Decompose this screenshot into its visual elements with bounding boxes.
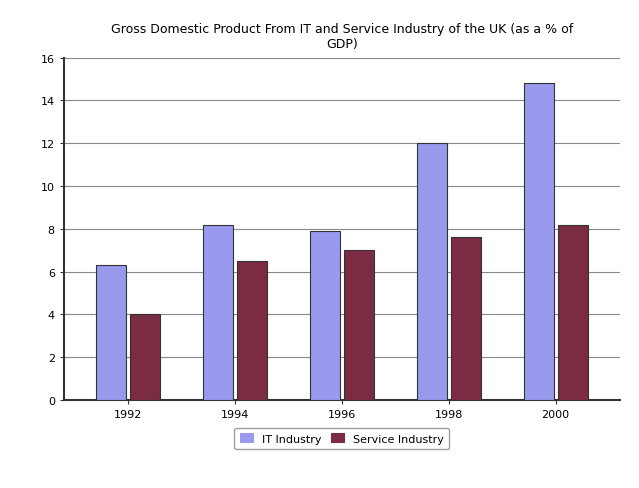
- Bar: [558, 225, 588, 400]
- Legend: IT Industry, Service Industry: IT Industry, Service Industry: [235, 428, 449, 449]
- Bar: [203, 225, 233, 400]
- Title: Gross Domestic Product From IT and Service Industry of the UK (as a % of
GDP): Gross Domestic Product From IT and Servi…: [111, 22, 573, 50]
- Bar: [237, 262, 267, 400]
- Bar: [96, 265, 126, 400]
- Bar: [417, 144, 447, 400]
- Bar: [344, 251, 374, 400]
- Bar: [523, 84, 553, 400]
- Bar: [451, 238, 481, 400]
- Bar: [130, 315, 160, 400]
- Bar: [310, 231, 340, 400]
